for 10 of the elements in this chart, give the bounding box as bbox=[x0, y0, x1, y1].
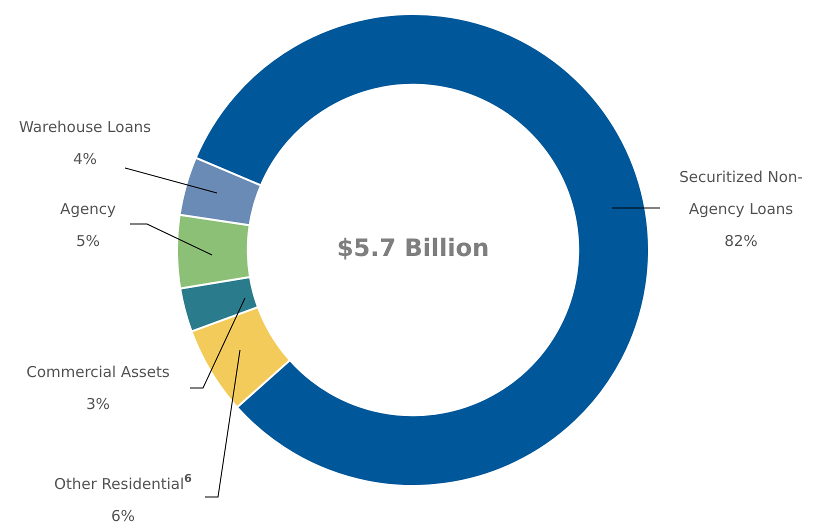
slice-label: Warehouse Loans bbox=[19, 118, 152, 136]
slice-label: Agency bbox=[60, 200, 116, 218]
data-label: 6% bbox=[111, 506, 135, 525]
data-label: 3% bbox=[86, 394, 110, 413]
slice-label: Securitized Non-Agency Loans bbox=[679, 168, 803, 218]
text: $5.7 Billion bbox=[336, 234, 490, 262]
data-label: 82% bbox=[724, 232, 758, 250]
data-label: 4% bbox=[73, 150, 97, 168]
slice-label: Commercial Assets bbox=[26, 362, 170, 381]
data-label: 5% bbox=[76, 232, 100, 250]
